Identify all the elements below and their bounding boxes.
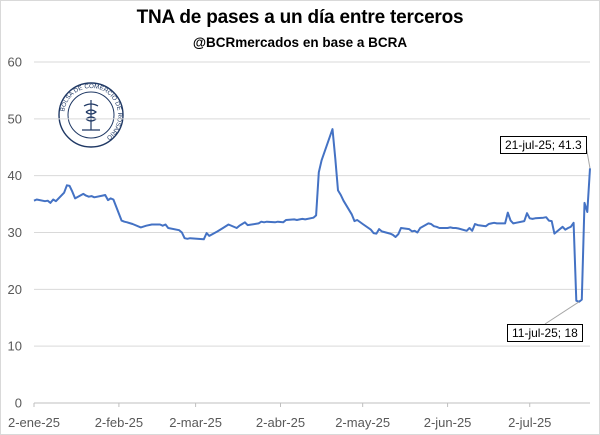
x-tick-label-3: 2-abr-25	[256, 415, 305, 430]
x-tick-label-0: 2-ene-25	[8, 415, 60, 430]
x-tick-label-6: 2-jul-25	[508, 415, 551, 430]
series-layer	[33, 128, 591, 303]
y-tick-label-50: 50	[8, 111, 22, 126]
y-tick-label-40: 40	[8, 168, 22, 183]
chart-subtitle: @BCRmercados en base a BCRA	[192, 35, 408, 50]
y-axis-ticks: 0 10 20 30 40 50 60	[8, 55, 22, 411]
y-tick-label-60: 60	[8, 55, 22, 70]
y-tick-label-10: 10	[8, 339, 22, 354]
annotation-max-label: 21-jul-25; 41.3	[500, 136, 587, 154]
x-tick-label-1: 2-feb-25	[95, 415, 143, 430]
y-tick-label-0: 0	[15, 396, 22, 411]
x-tick-label-4: 2-may-25	[335, 415, 390, 430]
x-tick-label-2: 2-mar-25	[169, 415, 222, 430]
annotation-min-label: 11-jul-25; 18	[507, 324, 583, 342]
y-tick-label-30: 30	[8, 225, 22, 240]
series-line-0	[33, 128, 591, 303]
x-axis-ticks: 2-ene-25 2-feb-25 2-mar-25 2-abr-25 2-may-25…	[8, 403, 551, 430]
chart-title: TNA de pases a un día entre terceros	[136, 7, 464, 28]
annotation-min-leader	[544, 301, 580, 325]
y-tick-label-20: 20	[8, 282, 22, 297]
gridlines	[34, 61, 590, 404]
bolsa-de-comercio-logo: BOLSA DE COMERCIO DE ROSARIO	[58, 82, 124, 148]
x-tick-label-5: 2-jun-25	[424, 415, 472, 430]
